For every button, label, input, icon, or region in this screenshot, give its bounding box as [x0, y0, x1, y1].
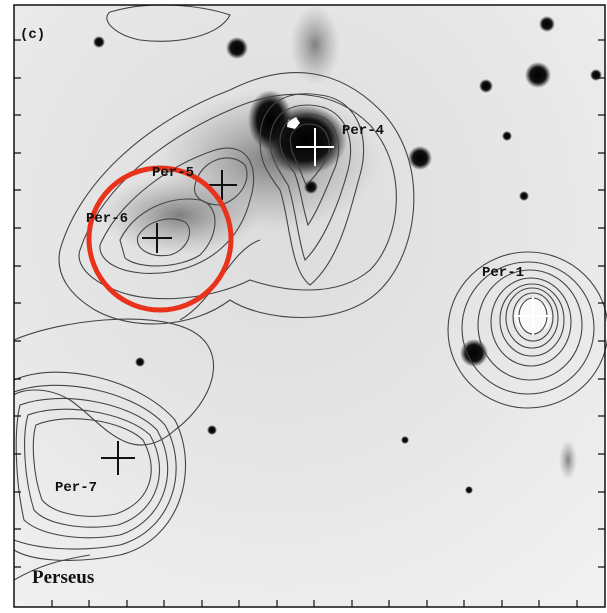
source-label: Per-1 — [482, 265, 524, 281]
source-label: Per-5 — [152, 165, 194, 181]
figure-panel: (c) Per-4 Per-5 Per-6 Per-1 Per-7 Perseu… — [0, 0, 607, 613]
page: {"panel_label": "(c)", "sources": [{"lab… — [0, 0, 607, 613]
region-label: Perseus — [32, 567, 94, 588]
source-label: Per-6 — [86, 211, 128, 227]
source-label: Per-4 — [342, 123, 384, 139]
source-label: Per-7 — [55, 480, 97, 496]
panel-label: (c) — [20, 27, 45, 43]
